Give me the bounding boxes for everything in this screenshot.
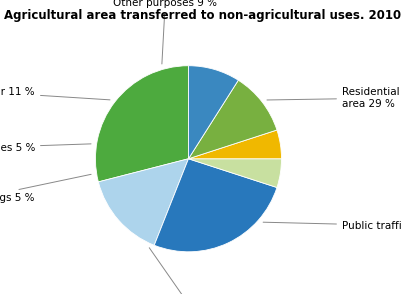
Wedge shape	[154, 159, 277, 252]
Text: Public purposes 5 %: Public purposes 5 %	[0, 143, 91, 153]
Wedge shape	[188, 80, 277, 159]
Text: Public traffic areas 15 %: Public traffic areas 15 %	[263, 221, 401, 231]
Wedge shape	[98, 159, 188, 245]
Text: Residential
area 29 %: Residential area 29 %	[267, 88, 400, 109]
Text: Agricultural area transferred to non-agricultural uses. 2010. Per cent: Agricultural area transferred to non-agr…	[4, 9, 401, 22]
Text: Business buildings etc. 26 %: Business buildings etc. 26 %	[123, 248, 273, 294]
Text: Leisure buildings 5 %: Leisure buildings 5 %	[0, 174, 91, 203]
Text: Grønnstruktur 11 %: Grønnstruktur 11 %	[0, 87, 110, 100]
Wedge shape	[95, 66, 188, 182]
Text: Other purposes 9 %: Other purposes 9 %	[113, 0, 217, 64]
Wedge shape	[188, 159, 282, 188]
Wedge shape	[188, 130, 282, 159]
Wedge shape	[188, 66, 238, 159]
